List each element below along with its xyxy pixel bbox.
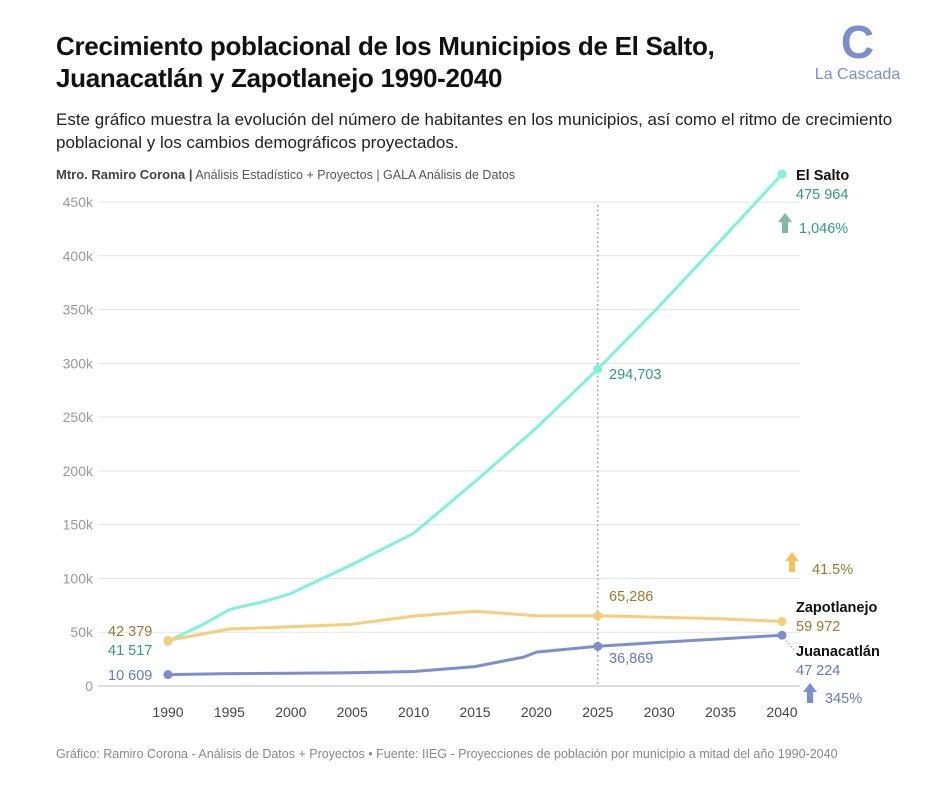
x-tick-label: 1995 — [214, 704, 245, 720]
end-value-label: 59 972 — [796, 619, 840, 635]
x-tick-label: 2040 — [766, 704, 797, 720]
x-tick-label: 2020 — [521, 704, 552, 720]
x-tick-label: 2030 — [644, 704, 675, 720]
y-tick-label: 150k — [63, 517, 94, 533]
logo-name: La Cascada — [814, 66, 901, 83]
chart-title: Crecimiento poblacional de los Municipio… — [56, 31, 715, 93]
y-tick-label: 100k — [63, 570, 94, 586]
mid-value-label: 36,869 — [609, 651, 653, 667]
mid-value-label: 294,703 — [609, 367, 661, 383]
x-tick-label: 1990 — [152, 704, 183, 720]
chart-subtitle: Este gráfico muestra la evolución del nú… — [56, 110, 893, 152]
y-tick-label: 300k — [63, 355, 94, 371]
series-line-elsalto — [166, 172, 784, 643]
data-point — [593, 611, 603, 621]
series-name-label: Zapotlanejo — [796, 600, 878, 616]
data-point — [163, 670, 173, 680]
y-tick-label: 400k — [63, 248, 94, 264]
start-value-label: 41 517 — [108, 643, 152, 659]
series-name-label: Juanacatlán — [796, 644, 880, 660]
data-point — [593, 641, 603, 651]
y-tick-label: 450k — [63, 194, 94, 210]
growth-percent-label: 1,046% — [799, 221, 848, 237]
x-tick-label: 2010 — [398, 704, 429, 720]
y-tick-label: 50k — [70, 624, 94, 640]
end-value-label: 475 964 — [796, 187, 848, 203]
x-tick-label: 2005 — [337, 704, 368, 720]
start-value-label: 10 609 — [108, 668, 152, 684]
y-tick-label: 350k — [63, 302, 94, 318]
series-name-label: El Salto — [796, 168, 849, 184]
y-tick-label: 0 — [85, 678, 93, 694]
start-value-label: 42 379 — [108, 624, 152, 640]
data-point — [163, 635, 173, 645]
up-arrow-icon — [803, 683, 817, 703]
data-point — [777, 169, 787, 179]
byline-author: Mtro. Ramiro Corona | — [56, 167, 193, 182]
chart-footer: Gráfico: Ramiro Corona - Análisis de Dat… — [56, 747, 838, 761]
data-point — [593, 364, 603, 374]
byline: Mtro. Ramiro Corona | Análisis Estadísti… — [56, 167, 515, 182]
data-point — [777, 616, 787, 626]
byline-credits: Análisis Estadístico + Proyectos | GALA … — [195, 168, 516, 182]
x-tick-label: 2035 — [705, 704, 736, 720]
x-tick-label: 2025 — [582, 704, 613, 720]
y-tick-label: 250k — [63, 409, 94, 425]
growth-percent-label: 41.5% — [812, 562, 853, 578]
brand-logo: C La Cascada — [800, 16, 915, 84]
y-tick-label: 200k — [63, 463, 94, 479]
up-arrow-icon — [785, 552, 799, 572]
x-tick-label: 2000 — [275, 704, 306, 720]
end-value-label: 47 224 — [796, 663, 840, 679]
up-arrow-icon — [778, 213, 792, 233]
logo-c-icon: C — [840, 16, 875, 68]
mid-value-label: 65,286 — [609, 589, 653, 605]
x-tick-label: 2015 — [459, 704, 490, 720]
series-line-juanacatln — [166, 633, 784, 677]
growth-percent-label: 345% — [825, 691, 862, 707]
label-connector — [783, 637, 795, 651]
data-point — [777, 630, 787, 640]
series-line-zapotlanejo — [166, 609, 784, 642]
